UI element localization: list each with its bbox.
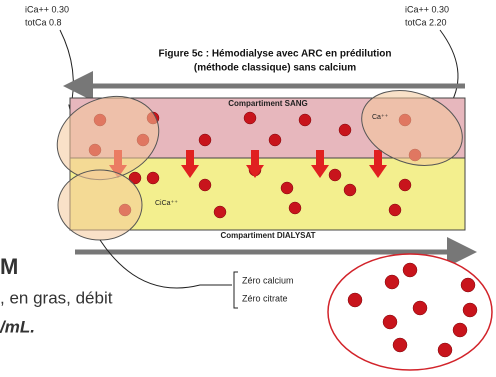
pointer — [440, 30, 458, 105]
reading: iCa++ 0.30 — [405, 4, 449, 14]
reading: totCa 2.20 — [405, 17, 447, 27]
calcium — [389, 204, 401, 216]
calcium — [289, 202, 301, 214]
bg-text: , en gras, débit — [0, 288, 113, 307]
calcium — [299, 114, 311, 126]
ion-label: CiCa⁺⁺ — [155, 200, 178, 207]
calcium — [413, 301, 427, 315]
compartment-label: Compartiment DIALYSAT — [220, 231, 315, 240]
annotation: Zéro citrate — [242, 293, 288, 303]
reading: iCa++ 0.30 — [25, 4, 69, 14]
compartment-label: Compartiment SANG — [228, 99, 308, 108]
figure-title: Figure 5c : Hémodialyse avec ARC en préd… — [158, 49, 391, 60]
calcium — [214, 206, 226, 218]
bg-text: /mL. — [0, 317, 35, 336]
calcium — [269, 134, 281, 146]
calcium — [344, 184, 356, 196]
calcium — [438, 343, 452, 357]
pointer — [100, 240, 232, 288]
calcium — [199, 179, 211, 191]
reading: totCa 0.8 — [25, 17, 62, 27]
calcium — [453, 323, 467, 337]
calcium — [199, 134, 211, 146]
ion-label: Ca⁺⁺ — [372, 114, 389, 121]
calcium — [339, 124, 351, 136]
bracket — [234, 272, 238, 308]
calcium — [393, 338, 407, 352]
bg-text: M — [0, 254, 18, 279]
figure-title: (méthode classique) sans calcium — [194, 63, 356, 74]
calcium — [329, 169, 341, 181]
annotation: Zéro calcium — [242, 275, 294, 285]
calcium — [244, 112, 256, 124]
calcium — [348, 293, 362, 307]
calcium — [281, 182, 293, 194]
calcium — [383, 315, 397, 329]
calcium — [403, 263, 417, 277]
calcium — [463, 303, 477, 317]
calcium — [461, 278, 475, 292]
calcium — [385, 275, 399, 289]
calcium — [399, 179, 411, 191]
diagram: M , en gras, débit /mL. iCa++ 0.30 totCa… — [0, 0, 496, 377]
calcium — [147, 172, 159, 184]
highlight — [58, 170, 142, 240]
